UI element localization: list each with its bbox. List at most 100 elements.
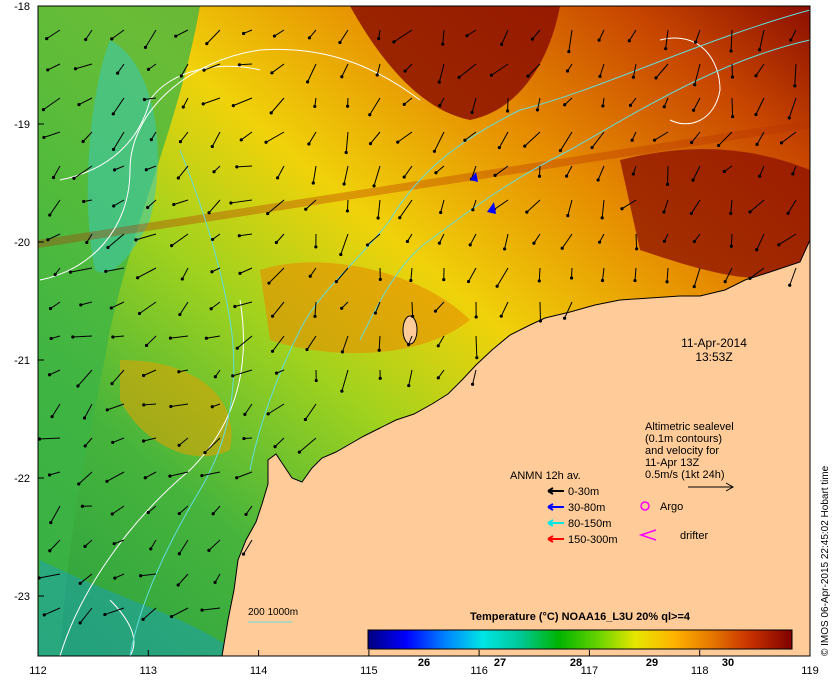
velocity-arrow — [628, 29, 637, 41]
velocity-arrow — [408, 369, 413, 386]
velocity-arrow-head — [178, 312, 182, 317]
velocity-arrow — [367, 233, 381, 246]
velocity-arrow — [239, 267, 253, 274]
velocity-arrow — [305, 403, 317, 420]
velocity-arrow-head — [47, 473, 52, 477]
velocity-arrow-head — [41, 108, 46, 112]
velocity-arrow — [309, 29, 317, 39]
velocity-arrow — [111, 369, 125, 384]
velocity-arrow-head — [48, 306, 53, 311]
velocity-arrow — [621, 199, 637, 210]
velocity-arrow — [373, 165, 381, 186]
velocity-arrow-head — [136, 276, 140, 280]
coastline-landmass — [221, 239, 810, 656]
velocity-arrow — [524, 131, 541, 147]
velocity-arrow-head — [489, 73, 493, 77]
velocity-arrow — [111, 301, 125, 309]
velocity-arrow-head — [729, 49, 733, 53]
velocity-arrow — [340, 233, 349, 255]
velocity-arrow — [181, 267, 189, 280]
map-plot-area — [38, 6, 810, 656]
velocity-arrow — [536, 97, 541, 110]
velocity-arrow-head — [210, 237, 215, 242]
velocity-arrow-head — [78, 621, 82, 625]
velocity-arrow-head — [79, 303, 83, 307]
velocity-arrow — [239, 233, 253, 237]
velocity-arrow — [143, 369, 157, 376]
velocity-arrow — [468, 267, 477, 282]
sealevel-contour — [59, 65, 261, 181]
velocity-arrow-head — [307, 36, 312, 40]
velocity-arrow — [146, 335, 157, 346]
velocity-arrow-head — [368, 142, 373, 146]
velocity-arrow-head — [590, 145, 594, 150]
velocity-arrow-head — [38, 576, 41, 580]
velocity-arrow — [51, 403, 61, 417]
velocity-arrow — [50, 505, 61, 523]
isobath-line — [249, 9, 810, 471]
velocity-arrow-head — [48, 549, 52, 553]
velocity-arrow — [466, 29, 477, 37]
velocity-arrow-head — [244, 512, 248, 517]
velocity-arrow — [147, 199, 157, 208]
colorbar-scale — [367, 629, 793, 650]
arrow-icon — [547, 535, 564, 543]
velocity-arrow-head — [497, 146, 501, 150]
data-artifact-stripe — [38, 120, 810, 248]
velocity-arrow-head — [600, 278, 605, 283]
velocity-arrow-head — [597, 240, 602, 244]
velocity-arrow-head — [470, 382, 475, 386]
velocity-arrow — [140, 573, 157, 577]
velocity-arrow — [104, 607, 125, 616]
velocity-arrow-head — [274, 240, 278, 245]
velocity-arrow — [345, 131, 349, 153]
velocity-arrow-head — [436, 344, 440, 348]
velocity-arrow-head — [104, 269, 108, 273]
velocity-arrow — [339, 29, 349, 43]
velocity-arrow — [749, 267, 765, 279]
velocity-arrow-head — [754, 112, 758, 117]
velocity-arrow — [112, 97, 125, 115]
velocity-arrow-head — [338, 40, 342, 45]
velocity-arrow-head — [213, 375, 217, 379]
velocity-arrow — [755, 63, 765, 76]
velocity-arrow-head — [180, 277, 184, 281]
velocity-arrow-head — [411, 314, 415, 318]
velocity-arrow — [756, 233, 765, 250]
velocity-arrow-head — [787, 116, 791, 120]
velocity-arrow — [143, 403, 157, 406]
velocity-arrow-head — [368, 113, 372, 117]
velocity-arrow — [343, 165, 349, 185]
velocity-arrow-head — [276, 176, 280, 180]
velocity-arrow-head — [558, 148, 563, 153]
legend-title: ANMN 12h av. — [510, 470, 581, 482]
velocity-arrow — [749, 199, 765, 213]
velocity-arrow — [211, 131, 221, 147]
velocity-arrow — [147, 505, 157, 513]
velocity-arrow-head — [405, 239, 410, 244]
velocity-arrow — [70, 267, 93, 273]
velocity-arrow-head — [376, 216, 380, 220]
velocity-arrow — [440, 199, 445, 213]
velocity-arrow-head — [307, 142, 311, 146]
velocity-arrow-head — [396, 140, 400, 144]
velocity-arrow-head — [231, 374, 235, 378]
velocity-arrow — [526, 199, 541, 213]
velocity-arrow-head — [566, 214, 570, 218]
velocity-arrow-head — [177, 443, 181, 447]
velocity-arrow-head — [503, 247, 507, 251]
velocity-arrow — [214, 573, 221, 583]
velocity-arrow — [494, 165, 509, 176]
velocity-arrow-head — [627, 39, 631, 43]
velocity-arrow-head — [42, 135, 46, 140]
sealevel-contour — [39, 48, 421, 281]
velocity-arrow-head — [144, 168, 148, 172]
velocity-arrow-head — [439, 210, 443, 215]
velocity-arrow-head — [314, 245, 318, 249]
velocity-arrow — [538, 267, 541, 281]
velocity-arrow-head — [82, 416, 87, 420]
x-tick-label: 112 — [29, 665, 47, 677]
velocity-arrow-head — [398, 216, 402, 220]
x-tick-label: 116 — [470, 665, 488, 677]
velocity-arrow-head — [538, 319, 543, 323]
